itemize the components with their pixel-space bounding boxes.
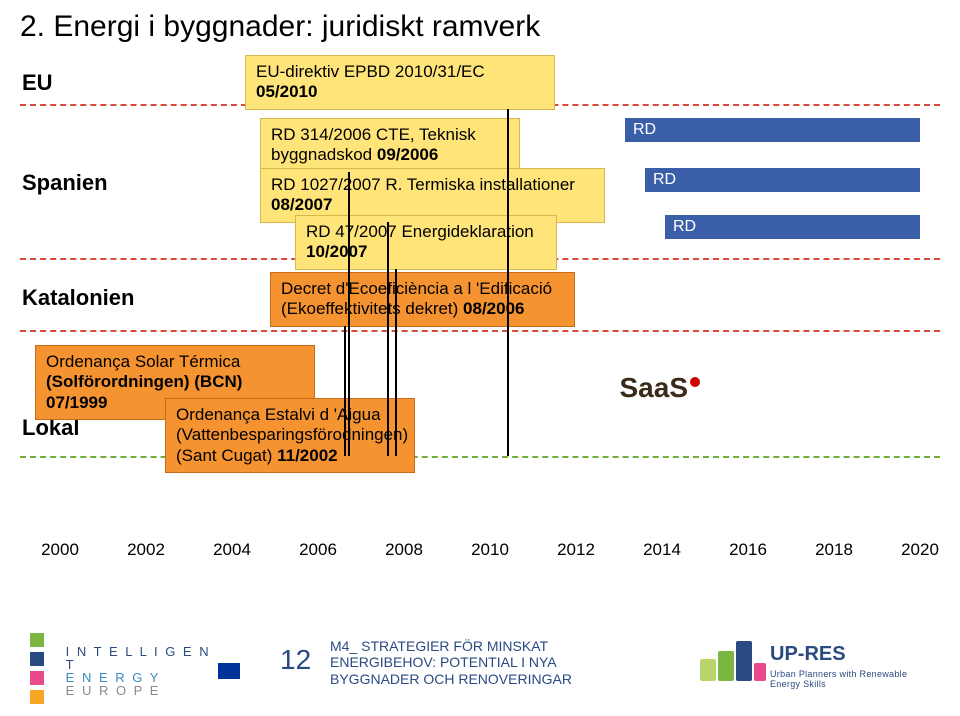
tick-2010: 2010 bbox=[471, 540, 509, 560]
footer-text: M4_ STRATEGIER FÖR MINSKAT ENERGIBEHOV: … bbox=[330, 638, 572, 688]
box-epbd: EU-direktiv EPBD 2010/31/EC05/2010 bbox=[245, 55, 555, 110]
box-aigua: Ordenança Estalvi d 'Aigua(Vattenbespari… bbox=[165, 398, 415, 473]
tick-2014: 2014 bbox=[643, 540, 681, 560]
tick-2004: 2004 bbox=[213, 540, 251, 560]
level-spain: Spanien bbox=[22, 170, 108, 196]
dash-cat bbox=[20, 330, 940, 332]
iee-line3: E U R O P E bbox=[66, 684, 212, 697]
dropline-cert bbox=[395, 269, 397, 456]
tick-2008: 2008 bbox=[385, 540, 423, 560]
box-decret: Decret d'Ecoeficiència a l 'Edificació(E… bbox=[270, 272, 575, 327]
rd-bar-1: RD bbox=[645, 168, 920, 192]
footer: I N T E L L I G E N T E N E R G Y E U R … bbox=[0, 626, 960, 716]
tick-2018: 2018 bbox=[815, 540, 853, 560]
saas-logo: SaaS bbox=[620, 372, 701, 404]
tick-2000: 2000 bbox=[41, 540, 79, 560]
page-number: 12 bbox=[280, 644, 311, 676]
dropline-cte bbox=[348, 172, 350, 456]
rd-bar-0: RD bbox=[625, 118, 920, 142]
dash-local bbox=[20, 456, 940, 458]
rd-bar-2: RD bbox=[665, 215, 920, 239]
iee-line1: I N T E L L I G E N T bbox=[66, 645, 212, 671]
iee-logo: I N T E L L I G E N T E N E R G Y E U R … bbox=[30, 646, 240, 696]
tick-2006: 2006 bbox=[299, 540, 337, 560]
dropline-rite bbox=[387, 222, 389, 456]
tick-2012: 2012 bbox=[557, 540, 595, 560]
upres-logo: UP-RES Urban Planners with Renewable Ene… bbox=[700, 641, 930, 696]
level-eu: EU bbox=[22, 70, 53, 96]
timeline: 2000200220042006200820102012201420162018… bbox=[60, 540, 920, 570]
box-cte: RD 314/2006 CTE, Tekniskbyggnadskod 09/2… bbox=[260, 118, 520, 173]
tick-2020: 2020 bbox=[901, 540, 939, 560]
eu-flag-icon bbox=[218, 663, 240, 679]
dropline-epbd bbox=[507, 109, 509, 456]
tick-2002: 2002 bbox=[127, 540, 165, 560]
dropline-decret bbox=[344, 326, 346, 456]
level-catalonia: Katalonien bbox=[22, 285, 134, 311]
box-cert: RD 47/2007 Energideklaration10/2007 bbox=[295, 215, 557, 270]
tick-2016: 2016 bbox=[729, 540, 767, 560]
slide-title: 2. Energi i byggnader: juridiskt ramverk bbox=[20, 10, 540, 44]
